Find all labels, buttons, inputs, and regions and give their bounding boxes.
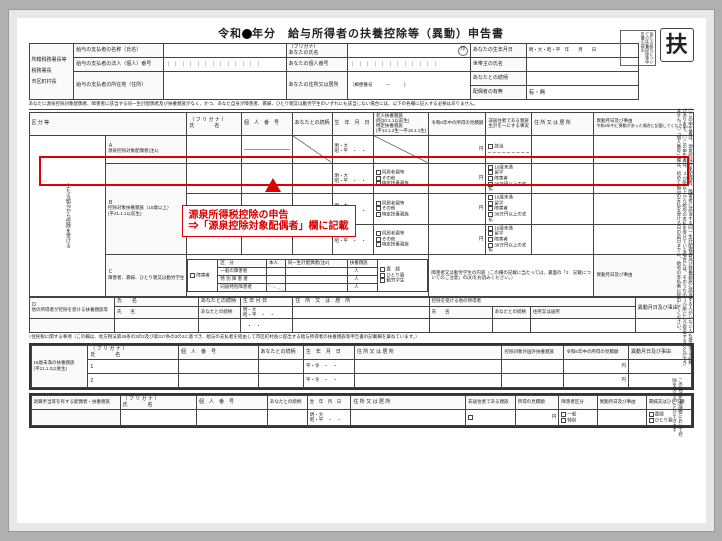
side-note-box: 従たる給与についての扶養控除等申告書の提出 <box>620 30 656 66</box>
retirement-box: 退職手当等を有する配偶者・扶養親族 （ フ リ ガ ナ ）氏 名 個 人 番 号… <box>29 393 694 428</box>
residence-tax-note: ○住民税に関する事項（この欄は、地方税法第45条の3の2及び第317条の3の2に… <box>29 335 694 340</box>
vertical-note-right-2: この欄は年末調整において控除を受けることができます <box>672 378 684 438</box>
section-main-label: 主たる給与から控除を受ける <box>29 135 106 296</box>
form-badge: 扶 <box>660 28 694 62</box>
vertical-note-right: ◎この申告書は、源泉控除対象配偶者、障害者に該当する同一生計配偶者及び扶養親族に… <box>676 108 694 368</box>
form-page: 扶 従たる給与についての扶養控除等申告書の提出 令和年分 給与所得者の扶養控除等… <box>9 10 714 531</box>
under16-box: 16歳未満の扶養親族(平21.1.2以後生) （ フ リ ガ ナ ）氏 名 個 … <box>29 343 694 390</box>
main-grid: 区 分 等 （ フ リ ガ ナ ）氏 名 個 人 番 号 あなたとの続柄 生 年… <box>29 112 694 297</box>
section-d: Ｄ他の所得者が控除を受ける扶養親族等 氏 名 あなたとの続柄 生 年 月 日 住… <box>29 297 694 333</box>
header-table: 所轄税務署長等税務署長市区町村長 給与の支払者の名称（氏名） （フリガナ）あなた… <box>29 43 639 100</box>
form-title: 令和年分 給与所得者の扶養控除等（異動）申告書 <box>29 28 694 40</box>
callout-box: 源泉所得税控除の申告 ⇒「源泉控除対象配偶者」欄に記載 <box>182 205 356 237</box>
instruction-strip: あなたに源泉控除対象配偶者、障害者に該当する同一生計配偶者及び扶養親族がなく、か… <box>29 100 694 110</box>
callout-arrow-icon <box>265 178 281 192</box>
